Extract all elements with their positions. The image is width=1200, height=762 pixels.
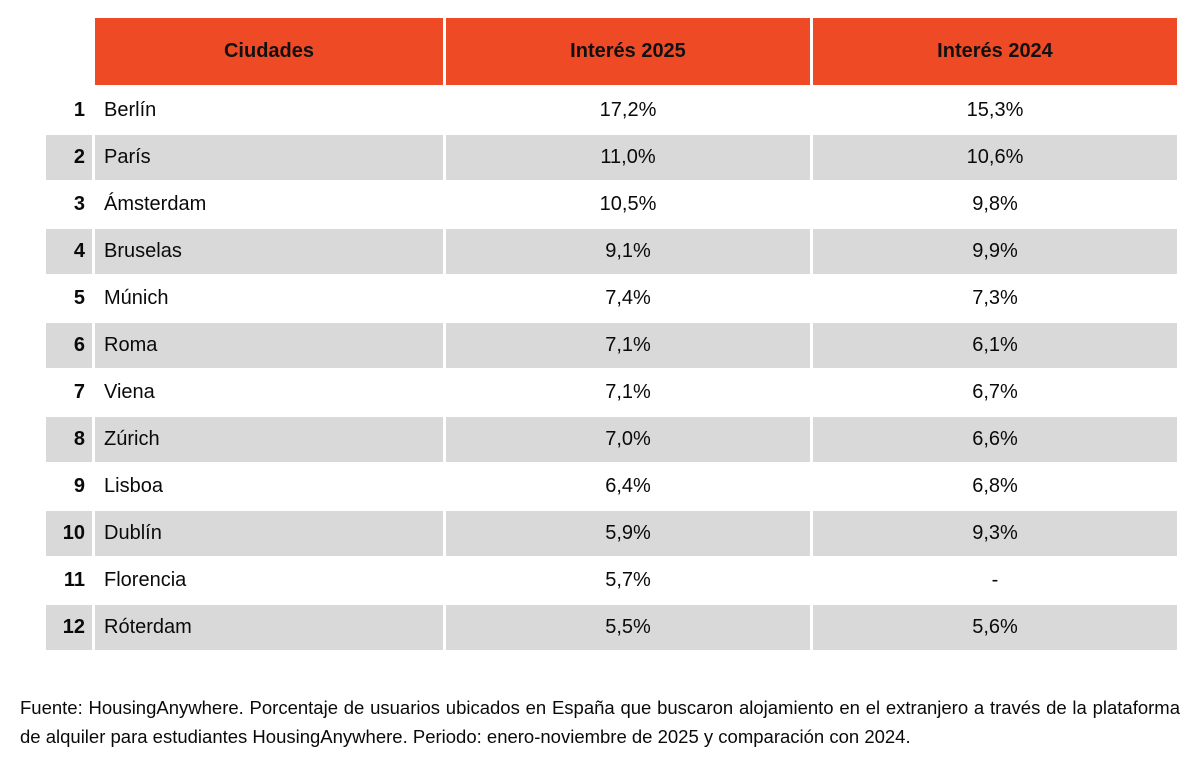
value-2025-cell: 6,4% (605, 475, 651, 497)
value-2025-cell: 7,4% (605, 287, 651, 309)
city-cell: Viena (104, 381, 155, 403)
source-note: Fuente: HousingAnywhere. Porcentaje de u… (20, 696, 1180, 747)
rank-cell: 7 (73, 381, 85, 403)
value-2024-cell: 15,3% (966, 99, 1024, 121)
value-2024-cell: 7,3% (972, 287, 1018, 309)
city-cell: París (95, 135, 443, 180)
table-row: 4 Bruselas 9,1% 9,9% (46, 229, 1177, 274)
table-body: 1 Berlín 17,2% 15,3% 2 París 11,0% 10,6% 3 Ámster… (46, 88, 1177, 650)
value-2024-cell: 6,8% (972, 475, 1018, 497)
value-2024-cell: 6,7% (972, 381, 1018, 403)
rank-cell: 6 (46, 323, 92, 368)
city-cell: Zúrich (95, 417, 443, 462)
city-cell: Róterdam (95, 605, 443, 650)
value-2025-cell: 7,0% (446, 417, 810, 462)
city-cell: Múnich (104, 287, 169, 309)
rank-cell: 1 (73, 99, 85, 121)
column-header-interest-2025: Interés 2025 (446, 18, 810, 85)
city-cell: Berlín (104, 99, 157, 121)
column-header-cities: Ciudades (95, 18, 443, 85)
value-2024-cell: 10,6% (813, 135, 1177, 180)
value-2025-cell: 11,0% (446, 135, 810, 180)
table-row: 9 Lisboa 6,4% 6,8% (46, 464, 1177, 509)
table-row: 5 Múnich 7,4% 7,3% (46, 276, 1177, 321)
rank-column-header-empty (46, 18, 92, 85)
value-2024-cell: 9,9% (813, 229, 1177, 274)
table-header-row: Ciudades Interés 2025 Interés 2024 (46, 18, 1177, 85)
rank-cell: 10 (46, 511, 92, 556)
rank-cell: 2 (46, 135, 92, 180)
value-2025-cell: 5,7% (605, 569, 651, 591)
city-cell: Ámsterdam (104, 193, 207, 215)
city-interest-table: Ciudades Interés 2025 Interés 2024 1 Berl… (46, 18, 1177, 650)
table-row: 3 Ámsterdam 10,5% 9,8% (46, 182, 1177, 227)
value-2025-cell: 9,1% (446, 229, 810, 274)
value-2024-cell: - (991, 569, 999, 591)
value-2024-cell: 6,6% (813, 417, 1177, 462)
table-row: 6 Roma 7,1% 6,1% (46, 323, 1177, 368)
table-row: 12 Róterdam 5,5% 5,6% (46, 605, 1177, 650)
table-row: 10 Dublín 5,9% 9,3% (46, 511, 1177, 556)
table-row: 2 París 11,0% 10,6% (46, 135, 1177, 180)
table-row: 11 Florencia 5,7% - (46, 558, 1177, 603)
table-row: 1 Berlín 17,2% 15,3% (46, 88, 1177, 133)
city-cell: Bruselas (95, 229, 443, 274)
rank-cell: 4 (46, 229, 92, 274)
value-2024-cell: 5,6% (813, 605, 1177, 650)
rank-cell: 5 (73, 287, 85, 309)
city-cell: Lisboa (104, 475, 163, 497)
table-row: 7 Viena 7,1% 6,7% (46, 370, 1177, 415)
value-2025-cell: 7,1% (605, 381, 651, 403)
value-2024-cell: 6,1% (813, 323, 1177, 368)
value-2025-cell: 17,2% (599, 99, 657, 121)
value-2025-cell: 10,5% (599, 193, 657, 215)
value-2024-cell: 9,8% (972, 193, 1018, 215)
value-2025-cell: 5,5% (446, 605, 810, 650)
value-2025-cell: 7,1% (446, 323, 810, 368)
value-2024-cell: 9,3% (813, 511, 1177, 556)
rank-cell: 11 (63, 569, 85, 591)
city-cell: Dublín (95, 511, 443, 556)
city-cell: Florencia (104, 569, 187, 591)
value-2025-cell: 5,9% (446, 511, 810, 556)
rank-cell: 8 (46, 417, 92, 462)
city-cell: Roma (95, 323, 443, 368)
rank-cell: 12 (46, 605, 92, 650)
column-header-interest-2024: Interés 2024 (813, 18, 1177, 85)
rank-cell: 9 (73, 475, 85, 497)
rank-cell: 3 (73, 193, 85, 215)
table-row: 8 Zúrich 7,0% 6,6% (46, 417, 1177, 462)
